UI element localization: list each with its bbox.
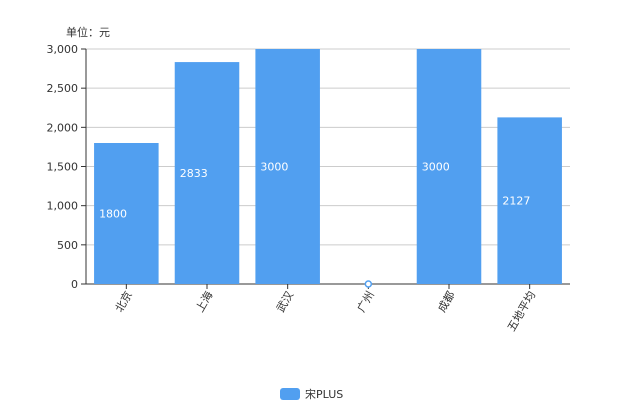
legend[interactable]: 宋PLUS xyxy=(280,387,343,401)
x-category-label: 武汉 xyxy=(274,289,296,315)
bar-2[interactable] xyxy=(255,49,320,284)
y-tick-label: 500 xyxy=(57,239,78,252)
y-tick-label: 3,000 xyxy=(47,43,79,56)
y-tick-label: 1,000 xyxy=(47,200,79,213)
x-category-label: 北京 xyxy=(112,289,135,315)
x-category-label: 上海 xyxy=(192,289,215,315)
bar-0[interactable] xyxy=(94,143,159,284)
data-label: 3000 xyxy=(260,161,288,174)
legend-label[interactable]: 宋PLUS xyxy=(305,387,343,401)
data-label: 2127 xyxy=(502,195,530,208)
y-tick-label: 2,000 xyxy=(47,121,79,134)
bar-5[interactable] xyxy=(497,117,562,284)
x-category-label: 五地平均 xyxy=(505,289,538,334)
y-tick-label: 0 xyxy=(71,278,78,291)
y-tick-label: 2,500 xyxy=(47,82,79,95)
label-layer: 1800 2833 3000 3000 2127 xyxy=(99,161,530,221)
bar-layer xyxy=(94,49,562,288)
x-category-label: 成都 xyxy=(435,289,457,315)
unit-label: 单位：元 xyxy=(66,25,110,39)
bar-4[interactable] xyxy=(416,49,482,284)
zero-value-marker[interactable] xyxy=(364,280,373,288)
data-label: 2833 xyxy=(180,167,208,180)
x-category-label: 广州 xyxy=(355,289,377,315)
y-tick-label: 1,500 xyxy=(47,161,79,174)
grid-layer xyxy=(86,48,570,246)
data-label: 1800 xyxy=(99,208,127,221)
bar-1[interactable] xyxy=(174,62,240,284)
legend-swatch[interactable] xyxy=(280,388,300,400)
data-label: 3000 xyxy=(422,161,450,174)
